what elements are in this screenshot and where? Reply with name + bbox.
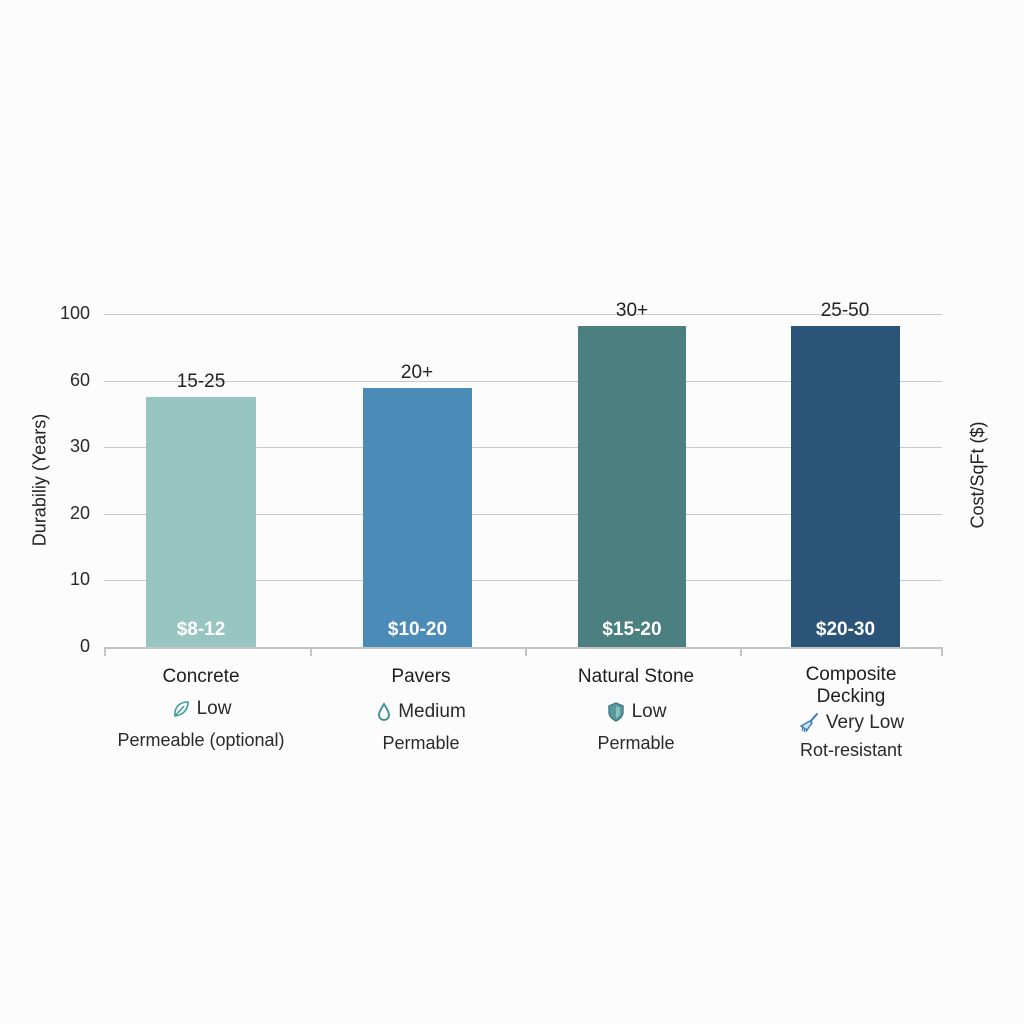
y-tick: 0: [79, 636, 90, 656]
leaf-icon: [171, 699, 191, 719]
y-tick: 10: [69, 569, 90, 589]
x-tick: [104, 647, 106, 656]
y-axis-label: Durabiliy (Years): [29, 413, 50, 547]
category-note: Permable: [382, 733, 460, 753]
brush-icon: [798, 712, 820, 734]
category-note: Rot-resistant: [799, 740, 903, 760]
category-note: Permable: [597, 733, 675, 753]
category-name: Concrete: [162, 666, 240, 687]
category-concrete: Concrete Low Permeable (optional): [86, 666, 316, 751]
water-drop-icon: [376, 702, 392, 722]
gridline-60: [104, 381, 942, 382]
bar-durability-label: 15-25: [176, 371, 226, 392]
gridline-100: [104, 314, 942, 315]
category-note: Permeable (optional): [117, 730, 285, 750]
shield-icon: [606, 701, 626, 723]
maintenance-level: Very Low: [731, 712, 971, 734]
category-name: Pavers: [391, 666, 451, 687]
y-tick: 20: [69, 503, 90, 523]
y-axis-label-right: Cost/SqFt ($): [967, 421, 988, 529]
y-tick: 60: [69, 370, 90, 390]
x-tick: [941, 647, 943, 656]
category-name: Natural Stone: [577, 666, 695, 687]
bar-durability-label: 20+: [400, 362, 434, 383]
bar-cost-label: $15-20: [602, 619, 662, 640]
bar-composite-decking: $20-30: [791, 326, 900, 647]
x-tick: [740, 647, 742, 656]
category-name: Composite Decking: [805, 664, 897, 707]
bar-durability-label: 25-50: [820, 300, 870, 321]
x-tick: [310, 647, 312, 656]
maintenance-text: Very Low: [825, 712, 905, 733]
gridline-30: [104, 447, 942, 448]
bar-cost-label: $20-30: [815, 619, 876, 640]
maintenance-text: Low: [631, 701, 667, 722]
maintenance-text: Medium: [398, 701, 466, 722]
maintenance-level: Medium: [306, 701, 536, 723]
maintenance-level: Low: [86, 698, 316, 720]
x-axis-baseline: [104, 647, 942, 649]
gridline-20: [104, 514, 942, 515]
category-natural-stone: Natural Stone Low Permable: [521, 666, 751, 754]
gridline-10: [104, 580, 942, 581]
y-tick: 30: [69, 436, 90, 456]
maintenance-level: Low: [521, 701, 751, 723]
bar-durability-label: 30+: [615, 300, 649, 321]
bar-concrete: $8-12: [146, 397, 256, 647]
x-tick: [525, 647, 527, 656]
y-tick: 100: [59, 303, 90, 323]
bar-cost-label: $8-12: [176, 619, 226, 640]
bar-natural-stone: $15-20: [578, 326, 686, 647]
bar-cost-label: $10-20: [387, 619, 448, 640]
maintenance-text: Low: [196, 698, 232, 719]
category-composite-decking: Composite Decking Very Low Rot-resistant: [731, 664, 971, 761]
category-pavers: Pavers Medium Permable: [306, 666, 536, 754]
bar-pavers: $10-20: [363, 388, 472, 647]
